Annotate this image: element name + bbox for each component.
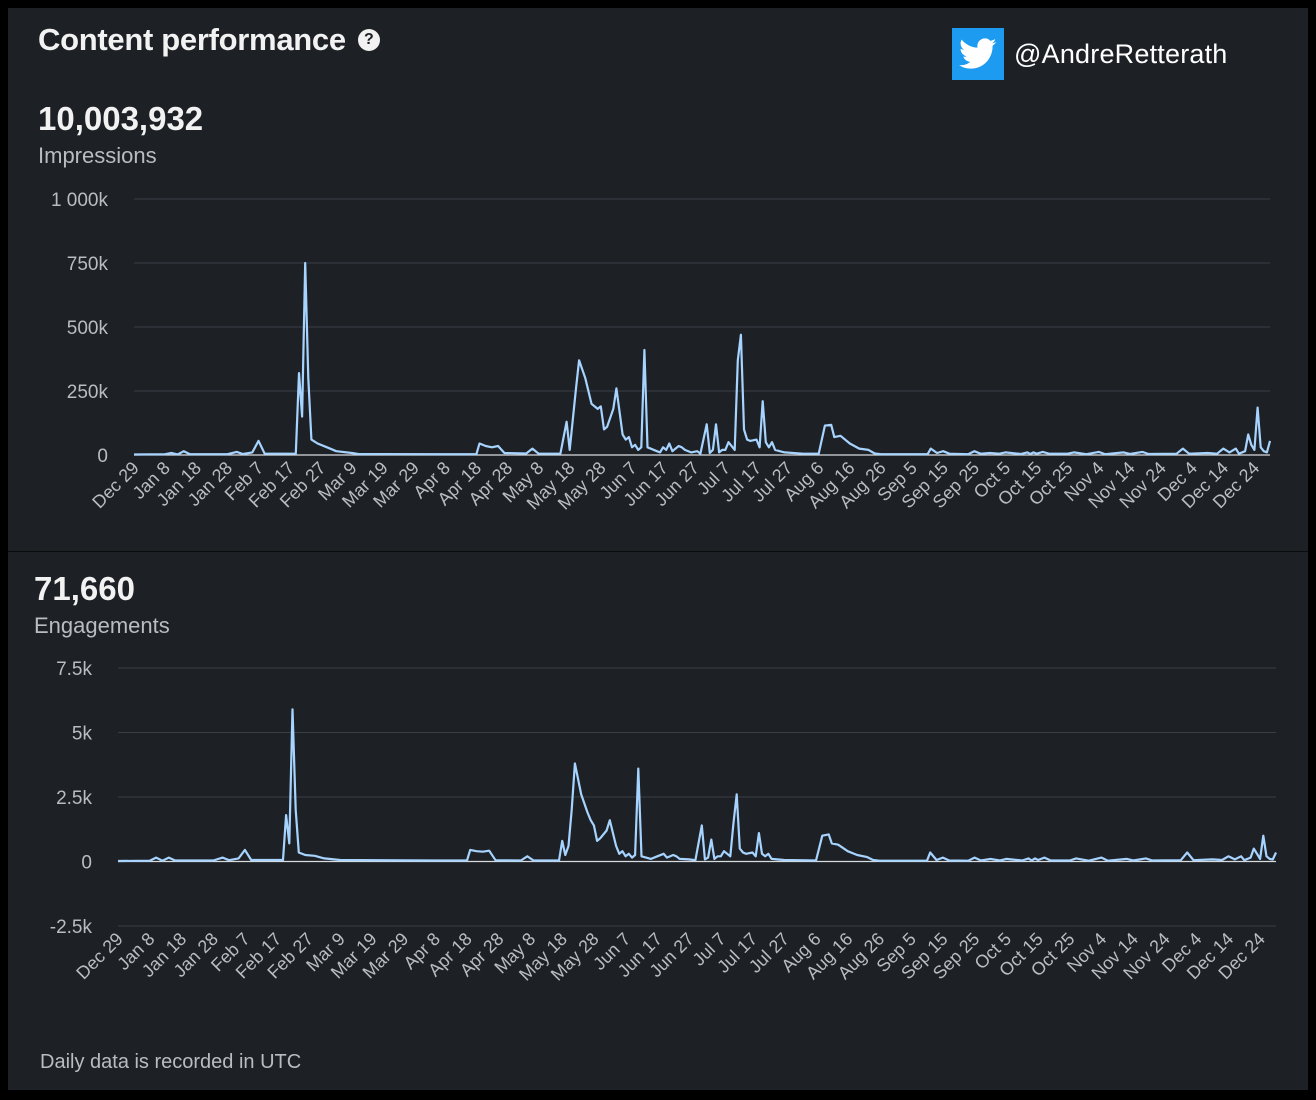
engagements-y-tick: -2.5k: [50, 917, 93, 938]
engagements-y-tick: 5k: [72, 724, 93, 745]
impressions-label: Impressions: [38, 143, 157, 168]
engagements-series-line: [117, 708, 1277, 863]
content-performance-panel: Content performance ? @AndreRetterath 10…: [8, 8, 1308, 1090]
impressions-series-line: [133, 261, 1272, 456]
impressions-y-tick: 500k: [67, 318, 109, 339]
engagements-y-tick: 2.5k: [56, 788, 92, 809]
impressions-total: 10,003,932: [38, 100, 204, 137]
impressions-y-tick: 0: [97, 446, 108, 467]
section-divider: [8, 551, 1308, 552]
twitter-bird-icon: [952, 28, 1004, 80]
impressions-y-tick: 1 000k: [51, 190, 109, 211]
engagements-y-tick: 7.5k: [56, 659, 92, 680]
engagements-total: 71,660: [34, 570, 135, 607]
help-icon[interactable]: ?: [357, 29, 380, 51]
twitter-handle: @AndreRetterath: [1014, 38, 1228, 69]
impressions-y-tick: 750k: [67, 254, 109, 275]
utc-footnote: Daily data is recorded in UTC: [40, 1051, 302, 1073]
panel-title: Content performance ?: [38, 22, 380, 58]
engagements-label: Engagements: [34, 613, 170, 638]
impressions-y-tick: 250k: [67, 382, 109, 403]
engagements-y-tick: 0: [81, 853, 92, 874]
panel-title-text: Content performance: [38, 22, 346, 57]
twitter-handle-badge[interactable]: @AndreRetterath: [952, 28, 1228, 80]
